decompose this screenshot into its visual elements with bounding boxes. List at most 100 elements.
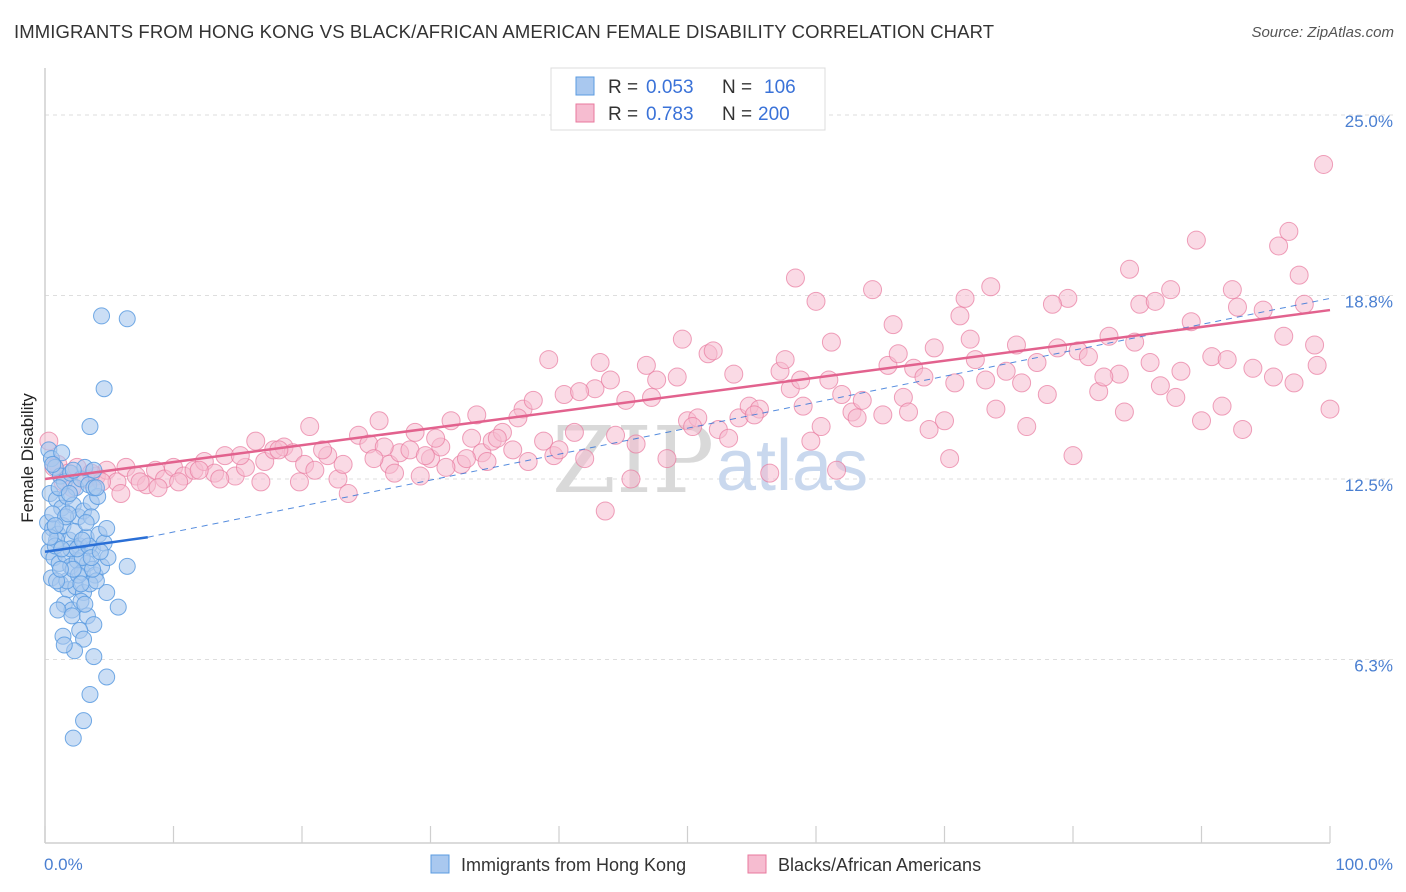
data-point-pink (683, 417, 703, 437)
data-point-blue (98, 584, 116, 602)
data-point-pink (806, 291, 826, 311)
data-point-pink (554, 385, 574, 405)
blue-series (39, 307, 136, 747)
legend-n-label-blue: N = (722, 77, 752, 98)
data-point-pink (1227, 297, 1247, 317)
data-point-blue (53, 444, 71, 462)
data-point-pink (600, 370, 620, 390)
legend-swatch-blue (575, 76, 595, 96)
data-point-pink (1027, 352, 1047, 372)
data-point-pink (811, 417, 831, 437)
data-point-pink (590, 352, 610, 372)
data-point-pink (570, 382, 590, 402)
data-point-pink (1094, 367, 1114, 387)
data-point-pink (487, 428, 507, 448)
data-point-blue (77, 514, 95, 532)
data-point-pink (1320, 399, 1340, 419)
data-point-pink (657, 449, 677, 469)
bottom-legend-label-pink: Blacks/African Americans (778, 855, 981, 875)
data-point-pink (1109, 364, 1129, 384)
data-point-blue (93, 307, 111, 325)
data-point-blue (73, 531, 91, 549)
data-point-pink (1078, 347, 1098, 367)
legend-r-label-pink: R = (608, 104, 638, 125)
data-point-pink (924, 338, 944, 358)
data-point-blue (91, 543, 109, 561)
legend-swatch-pink (575, 103, 595, 123)
data-point-pink (672, 329, 692, 349)
data-point-blue (55, 636, 73, 654)
data-point-pink (1294, 294, 1314, 314)
data-point-pink (1125, 332, 1145, 352)
data-point-pink (467, 405, 487, 425)
data-point-pink (518, 452, 538, 471)
data-point-pink (955, 288, 975, 308)
data-point-pink (1042, 294, 1062, 314)
legend-box: R = 0.053 N = 106 R = 0.783 N = 200 (550, 67, 826, 131)
data-point-pink (1012, 373, 1032, 393)
data-point-pink (595, 501, 615, 521)
data-point-pink (1017, 417, 1037, 437)
data-point-pink (415, 446, 435, 466)
x-tick-labels: 0.0% 100.0% (44, 855, 1393, 874)
legend-n-value-blue: 106 (764, 77, 796, 98)
y-axis-label: Female Disability (18, 393, 37, 523)
data-point-pink (647, 370, 667, 390)
data-point-pink (385, 463, 405, 483)
data-point-pink (950, 306, 970, 326)
gridlines (45, 114, 1393, 661)
data-point-blue (75, 712, 93, 730)
data-point-pink (210, 469, 230, 489)
data-point-pink (793, 396, 813, 416)
legend-n-label-pink: N = (722, 104, 752, 125)
data-point-pink (621, 469, 641, 489)
data-point-pink (785, 268, 805, 288)
data-point-pink (1140, 352, 1160, 372)
trend-line-blue (44, 535, 148, 554)
data-point-pink (873, 405, 893, 425)
chart-source: Source: ZipAtlas.com (1251, 24, 1394, 41)
data-point-pink (801, 431, 821, 451)
data-point-pink (606, 425, 626, 445)
data-point-pink (1279, 221, 1299, 241)
data-point-pink (724, 364, 744, 384)
data-point-pink (189, 460, 209, 480)
data-point-pink (1114, 402, 1134, 422)
data-point-pink (703, 341, 723, 361)
data-point-blue (75, 630, 93, 648)
trend-line-pink (44, 308, 1331, 481)
data-point-blue (64, 729, 82, 747)
data-point-pink (1217, 350, 1237, 370)
data-point-pink (1171, 361, 1191, 381)
data-point-pink (940, 449, 960, 469)
data-point-blue (51, 560, 69, 578)
data-point-pink (410, 466, 430, 486)
data-point-pink (1161, 280, 1181, 300)
data-point-pink (852, 390, 872, 410)
data-point-blue (63, 607, 81, 625)
data-point-pink (148, 478, 168, 498)
y-tick-label: 25.0% (1345, 112, 1393, 131)
data-point-pink (827, 460, 847, 480)
data-point-pink (636, 355, 656, 375)
data-point-pink (539, 350, 559, 370)
data-point-pink (1243, 358, 1263, 378)
data-point-pink (503, 440, 523, 460)
data-point-blue (95, 380, 113, 398)
y-tick-labels: 6.3% 12.5% 18.8% 25.0% (1345, 112, 1393, 676)
data-point-pink (899, 402, 919, 422)
data-point-pink (976, 370, 996, 390)
data-point-pink (996, 361, 1016, 381)
pink-series (39, 154, 1340, 521)
data-point-blue (60, 485, 78, 503)
data-point-pink (1289, 265, 1309, 285)
data-point-pink (169, 472, 189, 492)
data-point-pink (426, 428, 446, 448)
data-point-pink (914, 367, 934, 387)
legend-r-value-pink: 0.783 (646, 104, 694, 125)
data-point-pink (832, 385, 852, 405)
data-point-pink (1212, 396, 1232, 416)
y-tick-label: 12.5% (1345, 476, 1393, 495)
bottom-legend-swatch-blue (430, 854, 450, 874)
data-point-pink (1120, 259, 1140, 279)
